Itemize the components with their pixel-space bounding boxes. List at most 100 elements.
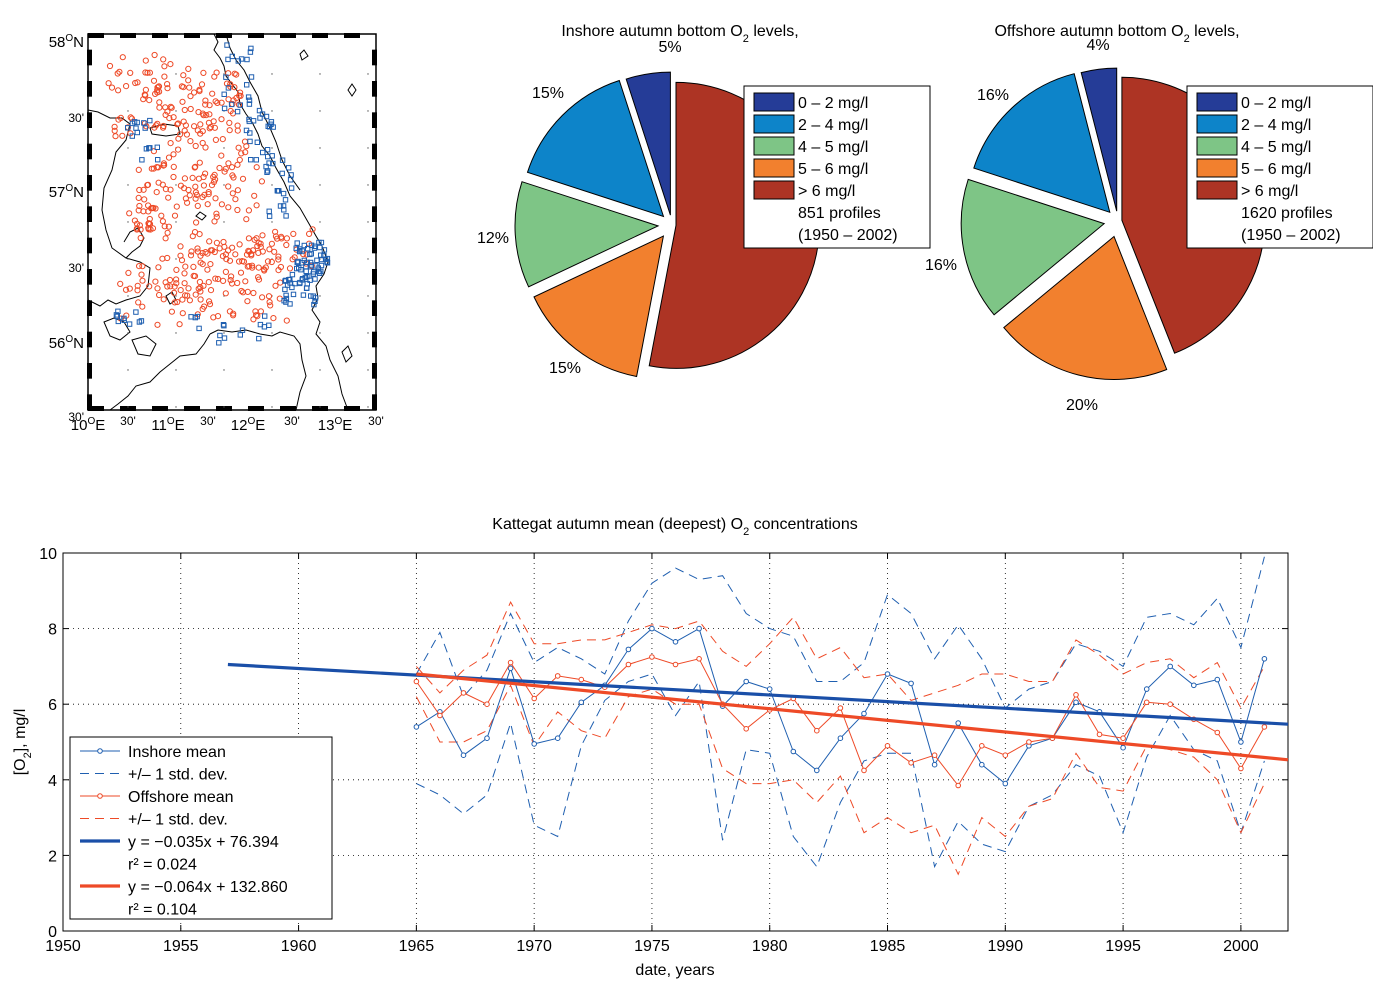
- pie-legend-swatch: [1196, 158, 1238, 178]
- map-station-inshore: [303, 268, 309, 275]
- map-station-offshore: [216, 245, 223, 252]
- map-station-offshore: [171, 289, 178, 296]
- map-grid-dot: [271, 221, 273, 223]
- legend-series-label: Offshore mean: [128, 789, 234, 806]
- pie-chart-inshore: Inshore autumn bottom O2 levels, 5% 15% 12…: [477, 23, 931, 378]
- map-lon-degree-mark: O: [167, 416, 175, 427]
- map-station-offshore: [202, 97, 209, 104]
- pie-slice-label: 15%: [532, 85, 564, 102]
- map-station-inshore: [266, 213, 273, 219]
- map-frame-segment-top: [88, 33, 104, 38]
- map-station-offshore: [266, 299, 273, 306]
- map-station-offshore: [222, 290, 229, 297]
- map-grid-dot: [223, 332, 225, 334]
- map-station-offshore: [204, 201, 211, 208]
- map-station-inshore: [287, 301, 293, 307]
- map-frame-segment-top: [216, 33, 232, 38]
- map-station-inshore: [248, 45, 254, 52]
- map-station-inshore: [281, 298, 287, 304]
- map-lon-hemisphere: E: [342, 417, 352, 434]
- map-grid-dot: [271, 73, 273, 75]
- map-station-offshore: [230, 174, 237, 181]
- pie-offshore-legend: 0 – 2 mg/l 2 – 4 mg/l 4 – 5 mg/l 5 – 6 mg/l…: [1186, 85, 1373, 249]
- line-chart-title: Kattegat autumn mean (deepest) O2 concen…: [492, 516, 857, 538]
- map-station-offshore: [181, 280, 188, 287]
- map-station-offshore: [181, 127, 188, 134]
- map-station-offshore: [209, 247, 216, 254]
- map-station-offshore: [283, 317, 290, 324]
- map-station-offshore: [249, 264, 256, 271]
- map-grid-dot: [367, 332, 369, 334]
- x-tick-label: 1990: [988, 938, 1024, 955]
- map-station-offshore: [154, 321, 161, 328]
- map-station-inshore: [299, 248, 305, 254]
- map-station-offshore: [243, 251, 251, 258]
- map-station-offshore: [197, 130, 204, 137]
- map-station-offshore: [156, 291, 163, 299]
- map-station-inshore: [270, 124, 276, 130]
- map-station-inshore: [142, 125, 148, 131]
- map-grid-dot: [127, 110, 129, 112]
- map-station-offshore: [239, 258, 246, 265]
- x-tick-label: 1985: [870, 938, 906, 955]
- map-frame-segment-left: [87, 269, 92, 285]
- map-station-offshore: [194, 245, 201, 252]
- map-station-offshore: [167, 140, 174, 147]
- map-station-offshore: [139, 263, 146, 270]
- pie-slice: [1080, 67, 1118, 212]
- mean-point: [460, 752, 467, 759]
- map-station-offshore: [139, 303, 146, 310]
- mean-point: [837, 735, 844, 742]
- mean-point: [908, 680, 914, 687]
- y-tick-label: 0: [48, 924, 57, 941]
- map-station-offshore: [168, 104, 175, 111]
- map-grid-dot: [319, 406, 321, 408]
- map-station-inshore: [248, 157, 254, 163]
- map-station-offshore: [181, 106, 188, 114]
- map-station-offshore: [266, 246, 273, 253]
- map-lat-deg: 30': [68, 111, 84, 125]
- pie-legend-swatch: [1196, 180, 1238, 200]
- map-station-offshore: [238, 150, 245, 157]
- map-station-offshore: [226, 119, 233, 127]
- map-station-offshore: [218, 116, 225, 123]
- map-station-inshore: [280, 190, 287, 197]
- map-station-offshore: [226, 257, 234, 264]
- map-lat-degree-mark: O: [65, 183, 73, 194]
- mean-point: [1143, 699, 1150, 706]
- map-lat-deg: 30': [68, 410, 84, 424]
- map-station-offshore: [216, 164, 223, 172]
- pie-legend-label: 4 – 5 mg/l: [798, 139, 868, 156]
- mean-point: [1002, 780, 1009, 787]
- mean-point: [554, 735, 561, 742]
- map-station-offshore: [196, 159, 203, 166]
- mean-point: [649, 625, 655, 632]
- map-station-offshore: [238, 287, 245, 295]
- map-station-offshore: [189, 233, 196, 240]
- map-station-inshore: [114, 313, 120, 320]
- map-station-inshore: [139, 157, 145, 163]
- map-station-offshore: [232, 196, 239, 203]
- map-grid-dot: [367, 369, 369, 371]
- map-station-offshore: [148, 205, 155, 212]
- map-grid-dot: [127, 147, 129, 149]
- map-station-offshore: [206, 102, 213, 109]
- map-frame-segment-right: [372, 363, 377, 379]
- map-station-offshore: [181, 175, 188, 182]
- x-tick-label: 1950: [45, 938, 81, 955]
- map-station-inshore: [305, 246, 311, 252]
- pie-legend-label: 2 – 4 mg/l: [798, 117, 868, 134]
- map-frame-ticks: [87, 33, 377, 411]
- map-station-inshore: [220, 322, 227, 328]
- map-station-inshore: [246, 118, 253, 125]
- mean-point: [837, 705, 844, 711]
- map-station-offshore: [236, 258, 243, 265]
- std-dev-upper-line: [416, 600, 1265, 710]
- map-grid-dot: [127, 332, 129, 334]
- map-station-offshore: [144, 69, 151, 76]
- legend-marker-sample: [97, 748, 103, 754]
- map-station-offshore: [207, 261, 214, 268]
- map-station-inshore: [229, 53, 236, 60]
- std-dev-lower-line: [415, 684, 1265, 876]
- map-station-offshore: [195, 175, 202, 182]
